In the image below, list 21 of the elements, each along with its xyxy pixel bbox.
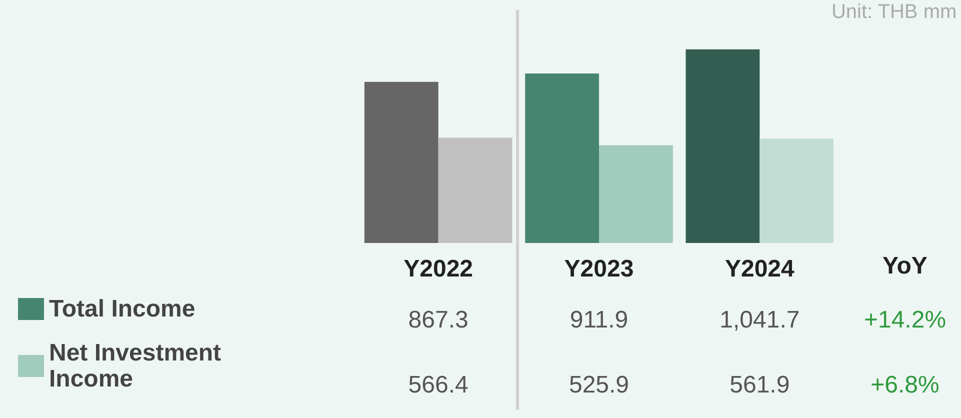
data-label: 867.3: [408, 306, 468, 334]
text: +6.8%: [870, 372, 940, 398]
text: Unit: THB mm: [831, 1, 957, 23]
x-tick-label: Y2024: [724, 256, 796, 282]
data-label: 525.9: [568, 372, 630, 398]
x-tick-label: Y2022: [404, 256, 474, 282]
data-label: 911.9: [570, 306, 628, 334]
data-label: 561.9: [730, 372, 790, 398]
bar: [438, 138, 512, 243]
text: YoY: [882, 252, 928, 280]
x-tick-label: Y2023: [564, 256, 634, 282]
data-label: 566.4: [408, 372, 468, 398]
text: +14.2%: [864, 306, 946, 334]
bar: [760, 138, 834, 243]
bar: [599, 145, 673, 243]
legend-label: Total Income: [49, 296, 196, 322]
bar: [364, 82, 438, 243]
data-label: 1,041.7: [720, 306, 800, 334]
bar: [686, 49, 760, 243]
legend-label: Net Investment Income: [49, 340, 228, 392]
bar: [525, 74, 599, 243]
